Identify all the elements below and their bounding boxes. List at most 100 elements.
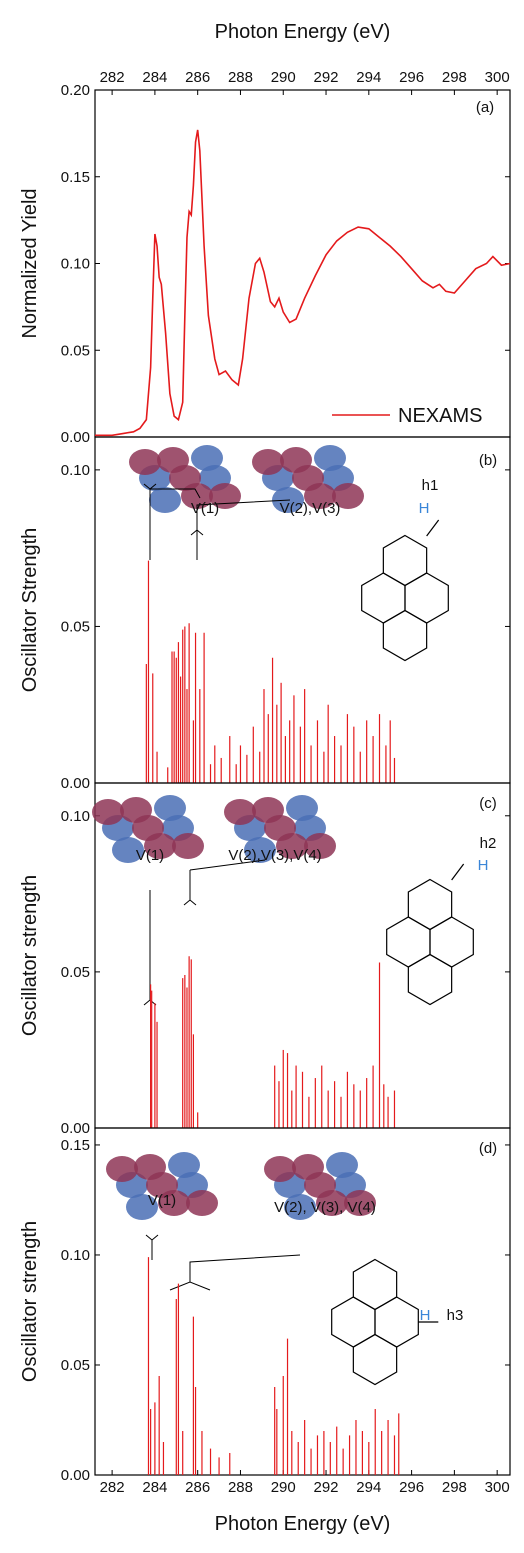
y-axis-label: Normalized Yield (19, 188, 41, 338)
ring (407, 878, 453, 931)
orbital-lobe (106, 1156, 138, 1182)
x-tick-label: 282 (100, 1479, 125, 1496)
x-tick-label: 296 (399, 69, 424, 86)
orbital-lobe (286, 795, 318, 821)
annotation: H (478, 857, 489, 874)
x-axis-label: Photon Energy (eV) (215, 21, 391, 43)
orbital-lobe (146, 1172, 178, 1198)
orbital-lobe (92, 799, 124, 825)
x-tick-label: 298 (442, 69, 467, 86)
annotation: V(2),V(3) (280, 500, 341, 517)
y-tick-label: 0.15 (61, 1137, 90, 1154)
y-tick-label: 0.10 (61, 256, 90, 273)
orbital-lobe (129, 449, 161, 475)
y-axis-label: Oscillator strength (19, 875, 41, 1036)
ring (404, 572, 449, 624)
ring (352, 1258, 398, 1311)
bracket-line (143, 890, 157, 1006)
x-tick-label: 298 (442, 1479, 467, 1496)
orbital-lobe (314, 445, 346, 471)
legend-label: NEXAMS (398, 405, 482, 427)
annotation: H (419, 500, 430, 517)
bracket-line (145, 1234, 159, 1260)
line-series (95, 129, 511, 437)
y-tick-label: 0.00 (61, 775, 90, 792)
y-tick-label: 0.20 (61, 82, 90, 99)
x-tick-label: 286 (185, 1479, 210, 1496)
bracket-line (190, 499, 291, 560)
annotation: V(1) (191, 500, 219, 517)
orbital-lobe (132, 815, 164, 841)
orbital-lobe (264, 1156, 296, 1182)
orbital-lobe (149, 487, 181, 513)
orbital-lobe (209, 483, 241, 509)
plot-frame (94, 89, 511, 438)
annotation: (c) (479, 795, 497, 812)
x-tick-label: 290 (271, 1479, 296, 1496)
panel: 0.00 0.05 0.10 Oscillator Strength (b) V(1) V(… (19, 436, 511, 792)
orbital-lobe (284, 1194, 316, 1220)
ring (331, 1296, 376, 1348)
ring (382, 609, 428, 662)
y-axis-label: Oscillator Strength (19, 528, 41, 693)
annotation: h2 (480, 835, 497, 852)
orbital-lobe (244, 837, 276, 863)
orbital-lobe (292, 465, 324, 491)
x-tick-label: 290 (271, 69, 296, 86)
ring (407, 953, 453, 1006)
x-tick-label: 294 (356, 1479, 381, 1496)
orbital-lobe (126, 1194, 158, 1220)
y-tick-label: 0.00 (61, 1467, 90, 1484)
orbital-lobe (344, 1190, 376, 1216)
plot-frame (94, 1127, 511, 1476)
orbital-lobe (169, 465, 201, 491)
panel: 0.00 0.05 0.10 Oscillator strength (c) V(1) V(… (19, 782, 511, 1137)
y-tick-label: 0.00 (61, 1120, 90, 1137)
orbital-lobe (304, 1172, 336, 1198)
ring (361, 572, 406, 624)
annotation: (a) (476, 99, 494, 116)
annotation: H (420, 1307, 431, 1324)
x-tick-label: 292 (314, 1479, 339, 1496)
y-tick-label: 0.10 (61, 808, 90, 825)
annotation: V(1) (136, 847, 164, 864)
y-axis-label: Oscillator strength (19, 1221, 41, 1382)
x-tick-label: 286 (185, 69, 210, 86)
y-tick-label: 0.05 (61, 1357, 90, 1374)
annotation: h1 (422, 477, 439, 494)
orbital-lobe (224, 799, 256, 825)
x-tick-label: 300 (485, 69, 510, 86)
y-tick-label: 0.10 (61, 462, 90, 479)
bracket-line (183, 859, 266, 906)
annotation: V(2), V(3), V(4) (274, 1199, 376, 1216)
y-tick-label: 0.05 (61, 618, 90, 635)
bond (451, 863, 465, 881)
x-tick-label: 300 (485, 1479, 510, 1496)
annotation: (d) (479, 1140, 497, 1157)
x-tick-label: 282 (100, 69, 125, 86)
annotation: (b) (479, 452, 497, 469)
orbital-lobe (154, 795, 186, 821)
x-tick-label: 288 (228, 69, 253, 86)
orbital-lobe (191, 445, 223, 471)
x-tick-label: 284 (142, 1479, 167, 1496)
orbital-lobe (304, 833, 336, 859)
orbital-lobe (252, 449, 284, 475)
orbital-lobe (112, 837, 144, 863)
panel: 0.00 0.05 0.10 0.15 0.20 Normalized Yield 282 2… (19, 21, 511, 446)
panel: 0.00 0.05 0.10 0.15 Oscillator strength 282 28… (19, 1127, 511, 1535)
x-axis-label: Photon Energy (eV) (215, 1513, 391, 1535)
y-tick-label: 0.15 (61, 169, 90, 186)
y-tick-label: 0.10 (61, 1247, 90, 1264)
annotation: V(1) (148, 1192, 176, 1209)
x-tick-label: 296 (399, 1479, 424, 1496)
x-tick-label: 288 (228, 1479, 253, 1496)
y-tick-label: 0.05 (61, 342, 90, 359)
bracket-line (169, 1254, 301, 1291)
bond (426, 519, 440, 537)
ring (429, 916, 474, 968)
orbital-lobe (264, 815, 296, 841)
orbital-lobe (326, 1152, 358, 1178)
ring (386, 916, 431, 968)
